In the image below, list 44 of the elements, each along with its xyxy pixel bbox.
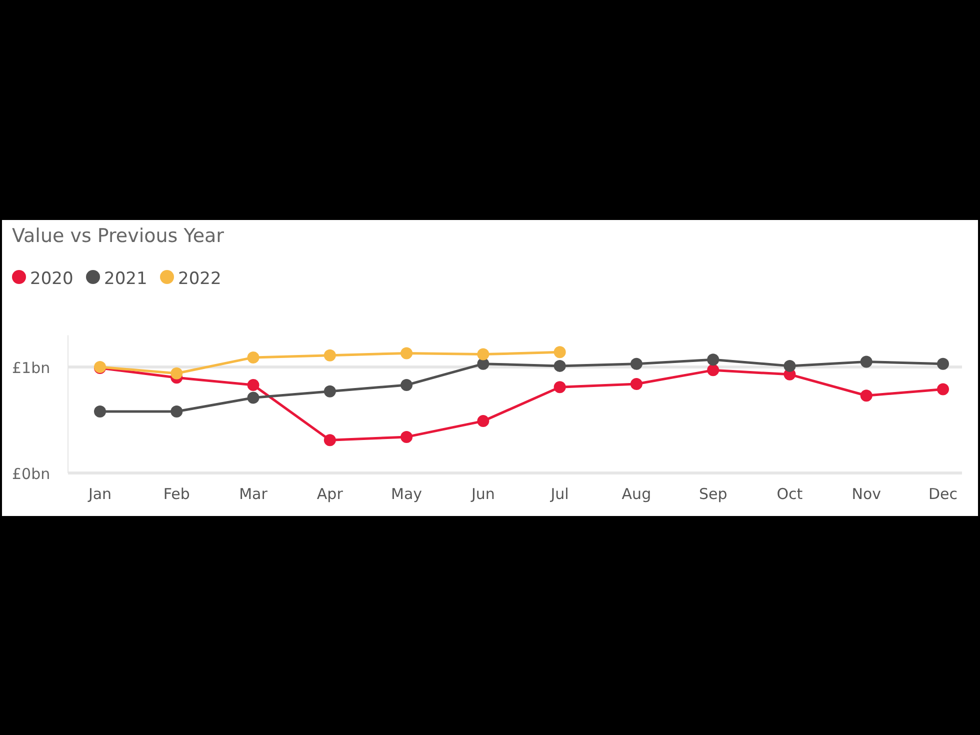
legend-label: 2021 — [104, 269, 148, 289]
x-tick-label: Sep — [698, 485, 728, 503]
x-tick-label: Mar — [239, 485, 268, 503]
x-tick-label: Apr — [316, 485, 344, 503]
legend-label: 2020 — [30, 269, 74, 289]
x-tick-label: Aug — [622, 485, 652, 503]
point — [400, 379, 413, 392]
point — [554, 346, 566, 358]
point — [477, 415, 490, 428]
point — [707, 354, 720, 366]
point — [784, 360, 796, 372]
point — [554, 381, 566, 394]
point — [247, 351, 260, 364]
point — [400, 347, 413, 360]
legend-label: 2022 — [178, 269, 222, 289]
x-tick-label: Oct — [776, 485, 803, 503]
point — [324, 349, 336, 362]
point — [554, 360, 566, 372]
x-tick-label: Nov — [852, 485, 882, 503]
point — [860, 356, 872, 368]
point — [170, 367, 183, 380]
point — [860, 390, 872, 402]
point — [477, 348, 490, 360]
point — [707, 364, 720, 376]
x-tick-label: Jan — [87, 485, 112, 503]
point — [400, 430, 413, 443]
point — [630, 358, 642, 370]
y-tick-label: £0bn — [12, 465, 50, 483]
point — [170, 406, 183, 418]
chart-title: Value vs Previous Year — [12, 225, 224, 247]
x-tick-label: May — [391, 485, 422, 503]
point — [937, 383, 949, 396]
point — [247, 392, 260, 404]
x-tick-label: Feb — [163, 485, 190, 503]
x-tick-label: Jul — [550, 485, 569, 503]
point — [94, 406, 106, 418]
point — [247, 379, 260, 392]
point — [324, 434, 336, 446]
y-tick-label: £1bn — [12, 359, 50, 377]
point — [324, 385, 336, 398]
point — [937, 358, 949, 370]
point — [630, 378, 642, 390]
x-tick-label: Dec — [928, 485, 958, 503]
x-tick-label: Jun — [470, 485, 495, 503]
